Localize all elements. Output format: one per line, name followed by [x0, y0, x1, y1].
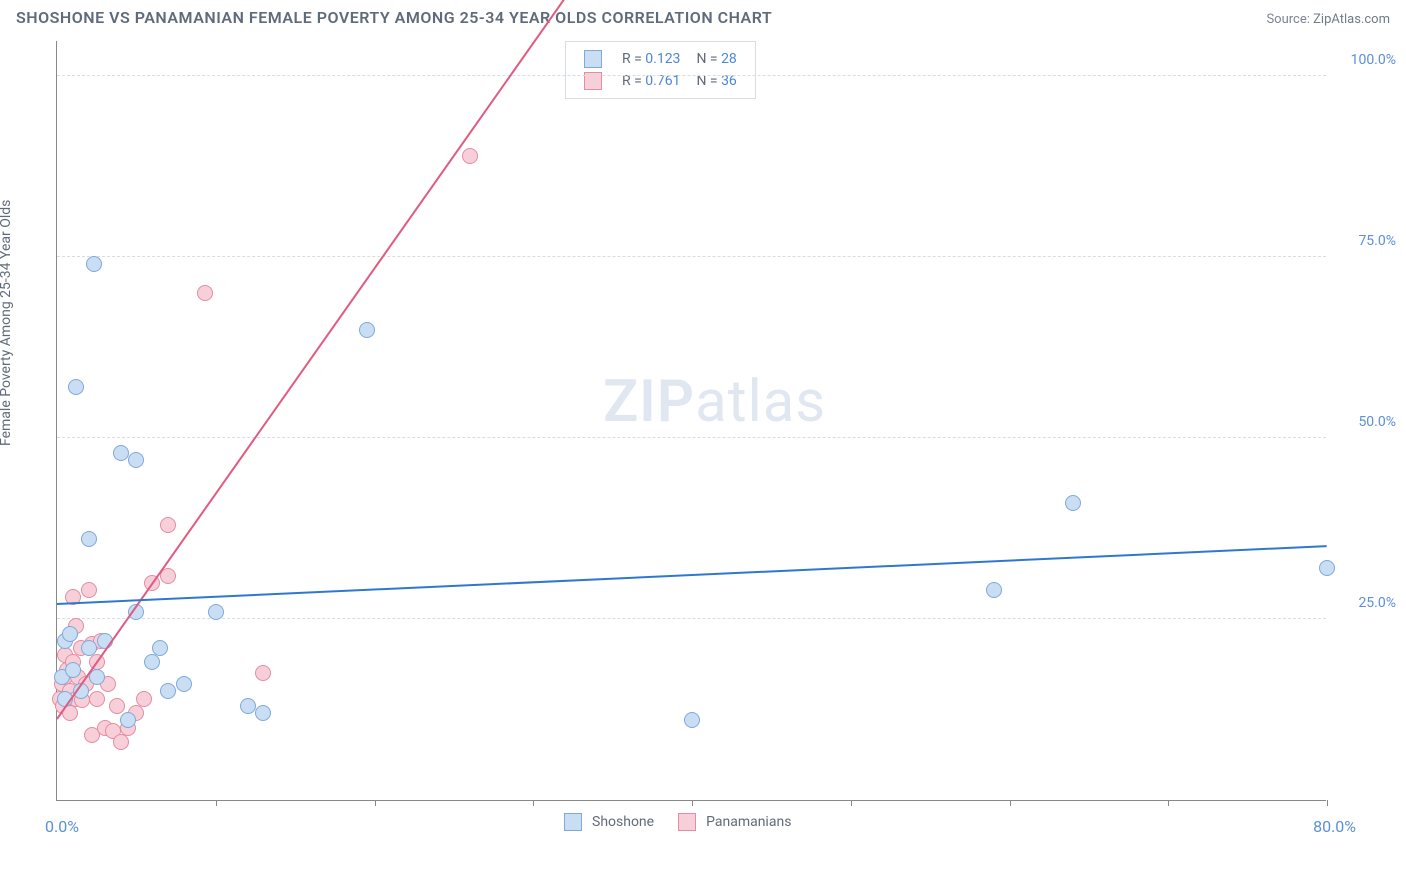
data-point — [160, 517, 176, 533]
legend-r-label: R = 0.761 — [614, 70, 688, 92]
x-tick-mark — [375, 800, 376, 806]
legend-n-label: N = 36 — [688, 70, 744, 92]
x-tick-mark — [1327, 800, 1328, 806]
legend-item: Panamanians — [678, 813, 791, 831]
chart-source: Source: ZipAtlas.com — [1266, 12, 1390, 27]
data-point — [1065, 495, 1081, 511]
legend-label: Panamanians — [706, 814, 791, 830]
source-link[interactable]: ZipAtlas.com — [1313, 12, 1390, 27]
trend-line — [56, 0, 1328, 720]
data-point — [128, 452, 144, 468]
watermark: ZIPatlas — [603, 368, 826, 436]
data-point — [81, 640, 97, 656]
legend-swatch — [678, 813, 696, 831]
legend-n-value: 28 — [721, 51, 737, 67]
gridline — [57, 256, 1326, 257]
watermark-zip: ZIP — [603, 368, 695, 436]
x-min-label: 0.0% — [45, 817, 79, 836]
source-label: Source: — [1266, 12, 1309, 27]
trend-line — [57, 545, 1327, 605]
data-point — [136, 691, 152, 707]
y-tick-label: 75.0% — [1336, 233, 1396, 249]
data-point — [65, 662, 81, 678]
watermark-atlas: atlas — [695, 368, 826, 436]
chart-title: SHOSHONE VS PANAMANIAN FEMALE POVERTY AM… — [16, 8, 772, 27]
legend-stats-row: R = 0.761N = 36 — [576, 70, 745, 92]
x-tick-mark — [1010, 800, 1011, 806]
data-point — [240, 698, 256, 714]
legend-r-label: R = 0.123 — [614, 48, 688, 70]
gridline — [57, 437, 1326, 438]
data-point — [152, 640, 168, 656]
y-tick-label: 50.0% — [1336, 414, 1396, 430]
data-point — [160, 683, 176, 699]
legend-item: Shoshone — [564, 813, 654, 831]
x-tick-mark — [692, 800, 693, 806]
data-point — [109, 698, 125, 714]
gridline — [57, 75, 1326, 76]
legend-stats-box: R = 0.123N = 28R = 0.761N = 36 — [565, 41, 756, 99]
plot-region: ZIPatlas R = 0.123N = 28R = 0.761N = 36 … — [56, 41, 1326, 801]
x-max-label: 80.0% — [1313, 817, 1356, 836]
legend-series: Shoshone Panamanians — [564, 813, 791, 831]
chart-area: Female Poverty Among 25-34 Year Olds ZIP… — [0, 31, 1406, 861]
legend-label: Shoshone — [592, 814, 654, 830]
data-point — [113, 734, 129, 750]
data-point — [986, 582, 1002, 598]
legend-swatch — [584, 50, 602, 68]
legend-r-value: 0.123 — [645, 51, 680, 67]
data-point — [197, 285, 213, 301]
y-axis-label: Female Poverty Among 25-34 Year Olds — [0, 200, 14, 446]
data-point — [81, 531, 97, 547]
legend-stats-row: R = 0.123N = 28 — [576, 48, 745, 70]
y-tick-label: 25.0% — [1336, 595, 1396, 611]
data-point — [359, 322, 375, 338]
data-point — [144, 654, 160, 670]
data-point — [255, 665, 271, 681]
data-point — [89, 691, 105, 707]
legend-swatch — [564, 813, 582, 831]
legend-stats-table: R = 0.123N = 28R = 0.761N = 36 — [576, 48, 745, 92]
gridline — [57, 618, 1326, 619]
data-point — [113, 445, 129, 461]
data-point — [1319, 560, 1335, 576]
data-point — [68, 379, 84, 395]
x-tick-mark — [851, 800, 852, 806]
data-point — [462, 148, 478, 164]
x-tick-mark — [1168, 800, 1169, 806]
chart-header: SHOSHONE VS PANAMANIAN FEMALE POVERTY AM… — [0, 0, 1406, 31]
data-point — [81, 582, 97, 598]
x-tick-mark — [533, 800, 534, 806]
data-point — [255, 705, 271, 721]
data-point — [208, 604, 224, 620]
data-point — [86, 256, 102, 272]
data-point — [684, 712, 700, 728]
data-point — [62, 626, 78, 642]
legend-n-label: N = 28 — [688, 48, 744, 70]
data-point — [120, 712, 136, 728]
x-tick-mark — [216, 800, 217, 806]
data-point — [176, 676, 192, 692]
y-tick-label: 100.0% — [1336, 52, 1396, 68]
